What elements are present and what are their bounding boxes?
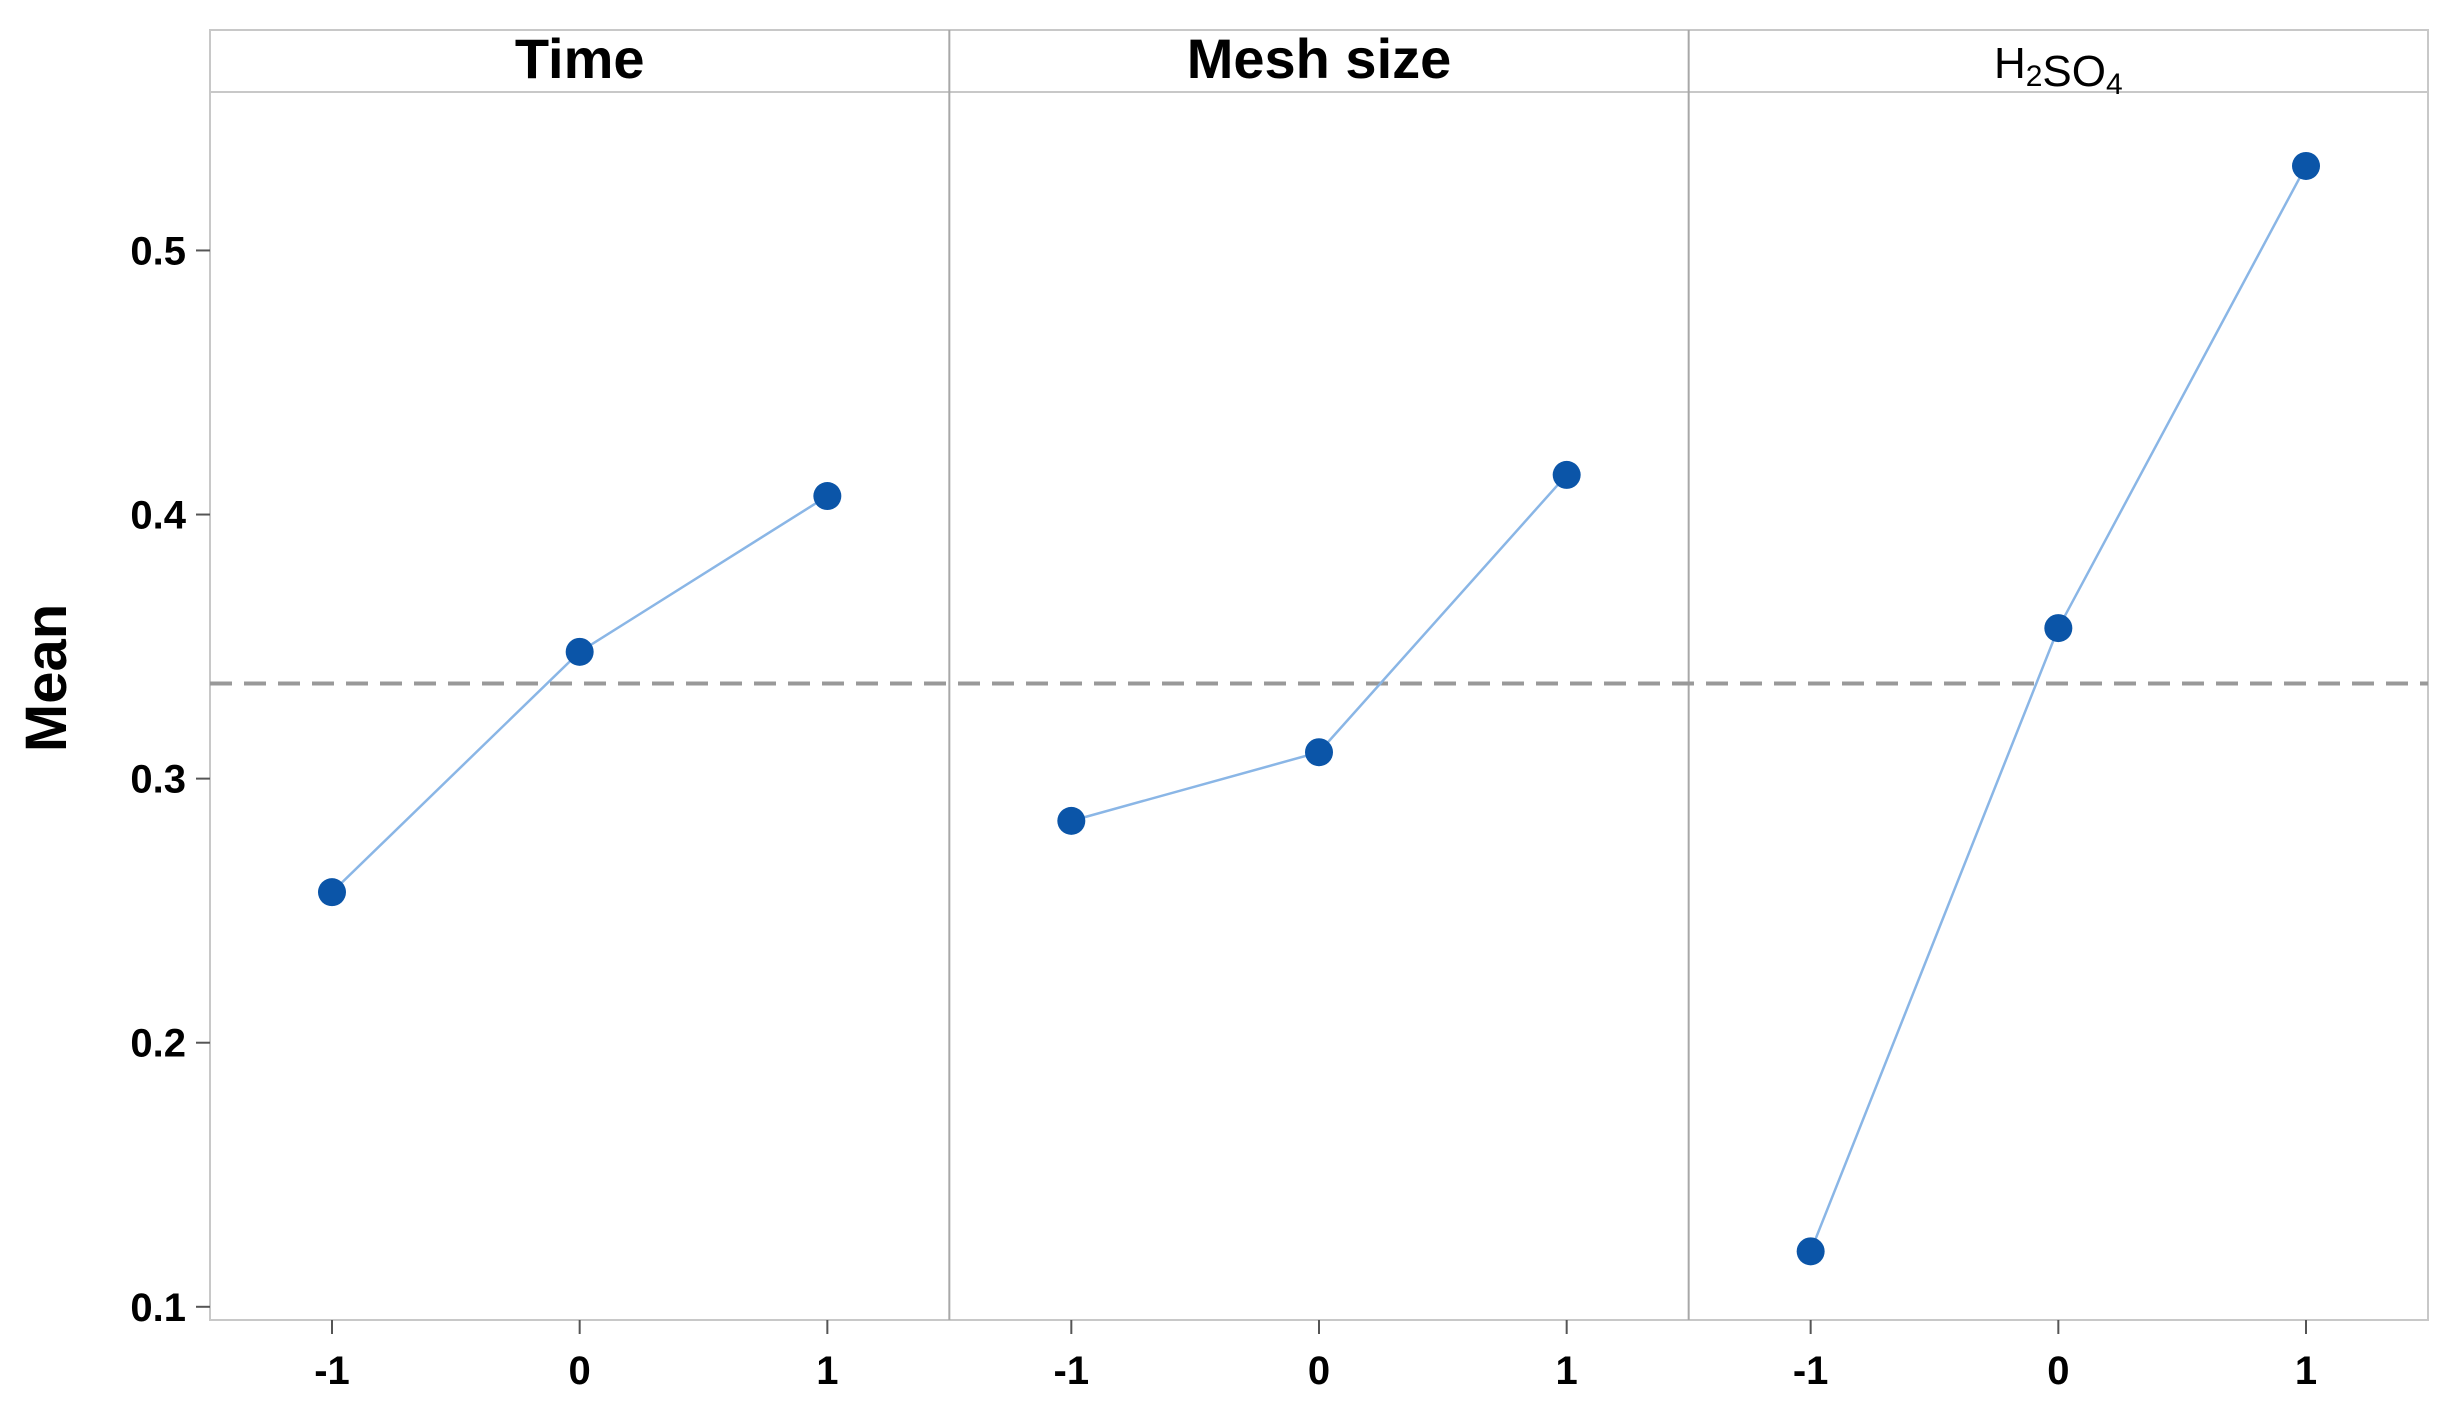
y-tick-label: 0.5 bbox=[130, 229, 186, 273]
data-point bbox=[565, 637, 594, 666]
tick-layer: 0.1 0.2 0.3 0.4 0.5 -1 0 1 -1 0 1 -1 0 1 bbox=[130, 229, 2317, 1393]
x-tick-label: 0 bbox=[2047, 1349, 2069, 1393]
series-layer bbox=[317, 151, 2321, 1266]
panel-title-subscript: 4 bbox=[2106, 68, 2123, 101]
panel-title-part: H bbox=[1994, 39, 2026, 88]
panel-title-part: Time bbox=[515, 27, 645, 90]
x-tick-label: 1 bbox=[816, 1349, 838, 1393]
panel-title: H2SO4 bbox=[1994, 39, 2123, 101]
panel-title: Time bbox=[515, 27, 645, 90]
data-point bbox=[1552, 460, 1581, 489]
y-tick-label: 0.1 bbox=[130, 1286, 186, 1330]
data-point bbox=[2044, 614, 2073, 643]
y-axis-label: Mean bbox=[14, 604, 79, 752]
y-tick-label: 0.4 bbox=[130, 494, 186, 538]
x-tick-label: 0 bbox=[1308, 1349, 1330, 1393]
data-point bbox=[1796, 1237, 1825, 1266]
x-tick-label: 1 bbox=[2295, 1349, 2317, 1393]
panel-title-subscript: 2 bbox=[2026, 60, 2043, 93]
x-tick-label: 1 bbox=[1556, 1349, 1578, 1393]
y-tick-label: 0.2 bbox=[130, 1022, 186, 1066]
data-point bbox=[317, 878, 346, 907]
panel-title-part: Mesh size bbox=[1187, 27, 1452, 90]
x-tick-label: 0 bbox=[569, 1349, 591, 1393]
data-point bbox=[2292, 151, 2321, 180]
panel-title-layer: Time Mesh size H2SO4 bbox=[515, 27, 2123, 101]
y-tick-label: 0.3 bbox=[130, 758, 186, 802]
panel-title-part: SO bbox=[2042, 47, 2106, 96]
data-point bbox=[813, 482, 842, 511]
x-tick-label: -1 bbox=[314, 1349, 350, 1393]
data-point bbox=[1305, 738, 1333, 767]
panel-title: Mesh size bbox=[1187, 27, 1452, 90]
x-tick-label: -1 bbox=[1793, 1349, 1829, 1393]
data-point bbox=[1057, 806, 1086, 835]
x-tick-label: -1 bbox=[1054, 1349, 1090, 1393]
